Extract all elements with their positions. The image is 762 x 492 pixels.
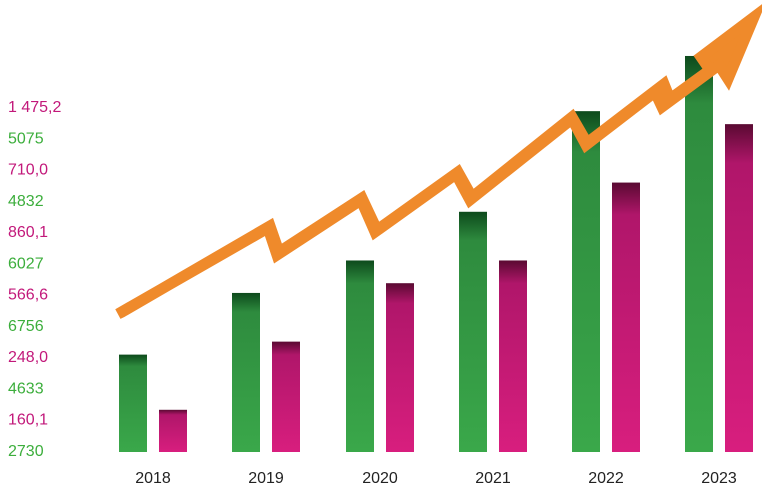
y-tick-label: 4633 (8, 380, 44, 397)
bar-2023-green (685, 55, 713, 452)
bar-2019-magenta (272, 341, 300, 452)
bar-2020-magenta (386, 283, 414, 452)
y-tick-label: 2730 (8, 443, 44, 460)
y-tick-label: 6756 (8, 318, 44, 335)
trend-arrow (115, 4, 762, 319)
y-tick-label: 160,1 (8, 412, 48, 429)
y-tick-label: 5075 (8, 130, 44, 147)
x-tick-label: 2022 (588, 470, 624, 487)
x-tick-label: 2019 (248, 470, 284, 487)
bar-2022-magenta (612, 182, 640, 453)
bar-2018-green (119, 354, 147, 452)
y-tick-label: 6027 (8, 255, 44, 272)
bar-2020-green (346, 260, 374, 452)
x-tick-label: 2018 (135, 470, 171, 487)
bar-2023-magenta (725, 124, 753, 452)
bar-2021-green (459, 211, 487, 452)
y-tick-label: 566,6 (8, 287, 48, 304)
y-tick-label: 248,0 (8, 349, 48, 366)
bars-layer (119, 55, 753, 453)
y-tick-label: 1 475,2 (8, 99, 61, 116)
x-tick-label: 2023 (701, 470, 737, 487)
y-tick-label: 710,0 (8, 162, 48, 179)
x-tick-label: 2020 (362, 470, 398, 487)
x-tick-label: 2021 (475, 470, 511, 487)
y-tick-label: 4832 (8, 193, 44, 210)
y-tick-label: 860,1 (8, 224, 48, 241)
bar-2022-green (572, 111, 600, 453)
bar-2019-green (232, 292, 260, 452)
y-axis-labels: 2730 160,1 4633 248,0 6756 566,6 6027 860,1 4832… (8, 99, 61, 460)
bar-2021-magenta (499, 260, 527, 452)
bar-2018-magenta (159, 409, 187, 452)
x-axis-labels: 2018 2019 2020 2021 2022 2023 (135, 470, 737, 487)
